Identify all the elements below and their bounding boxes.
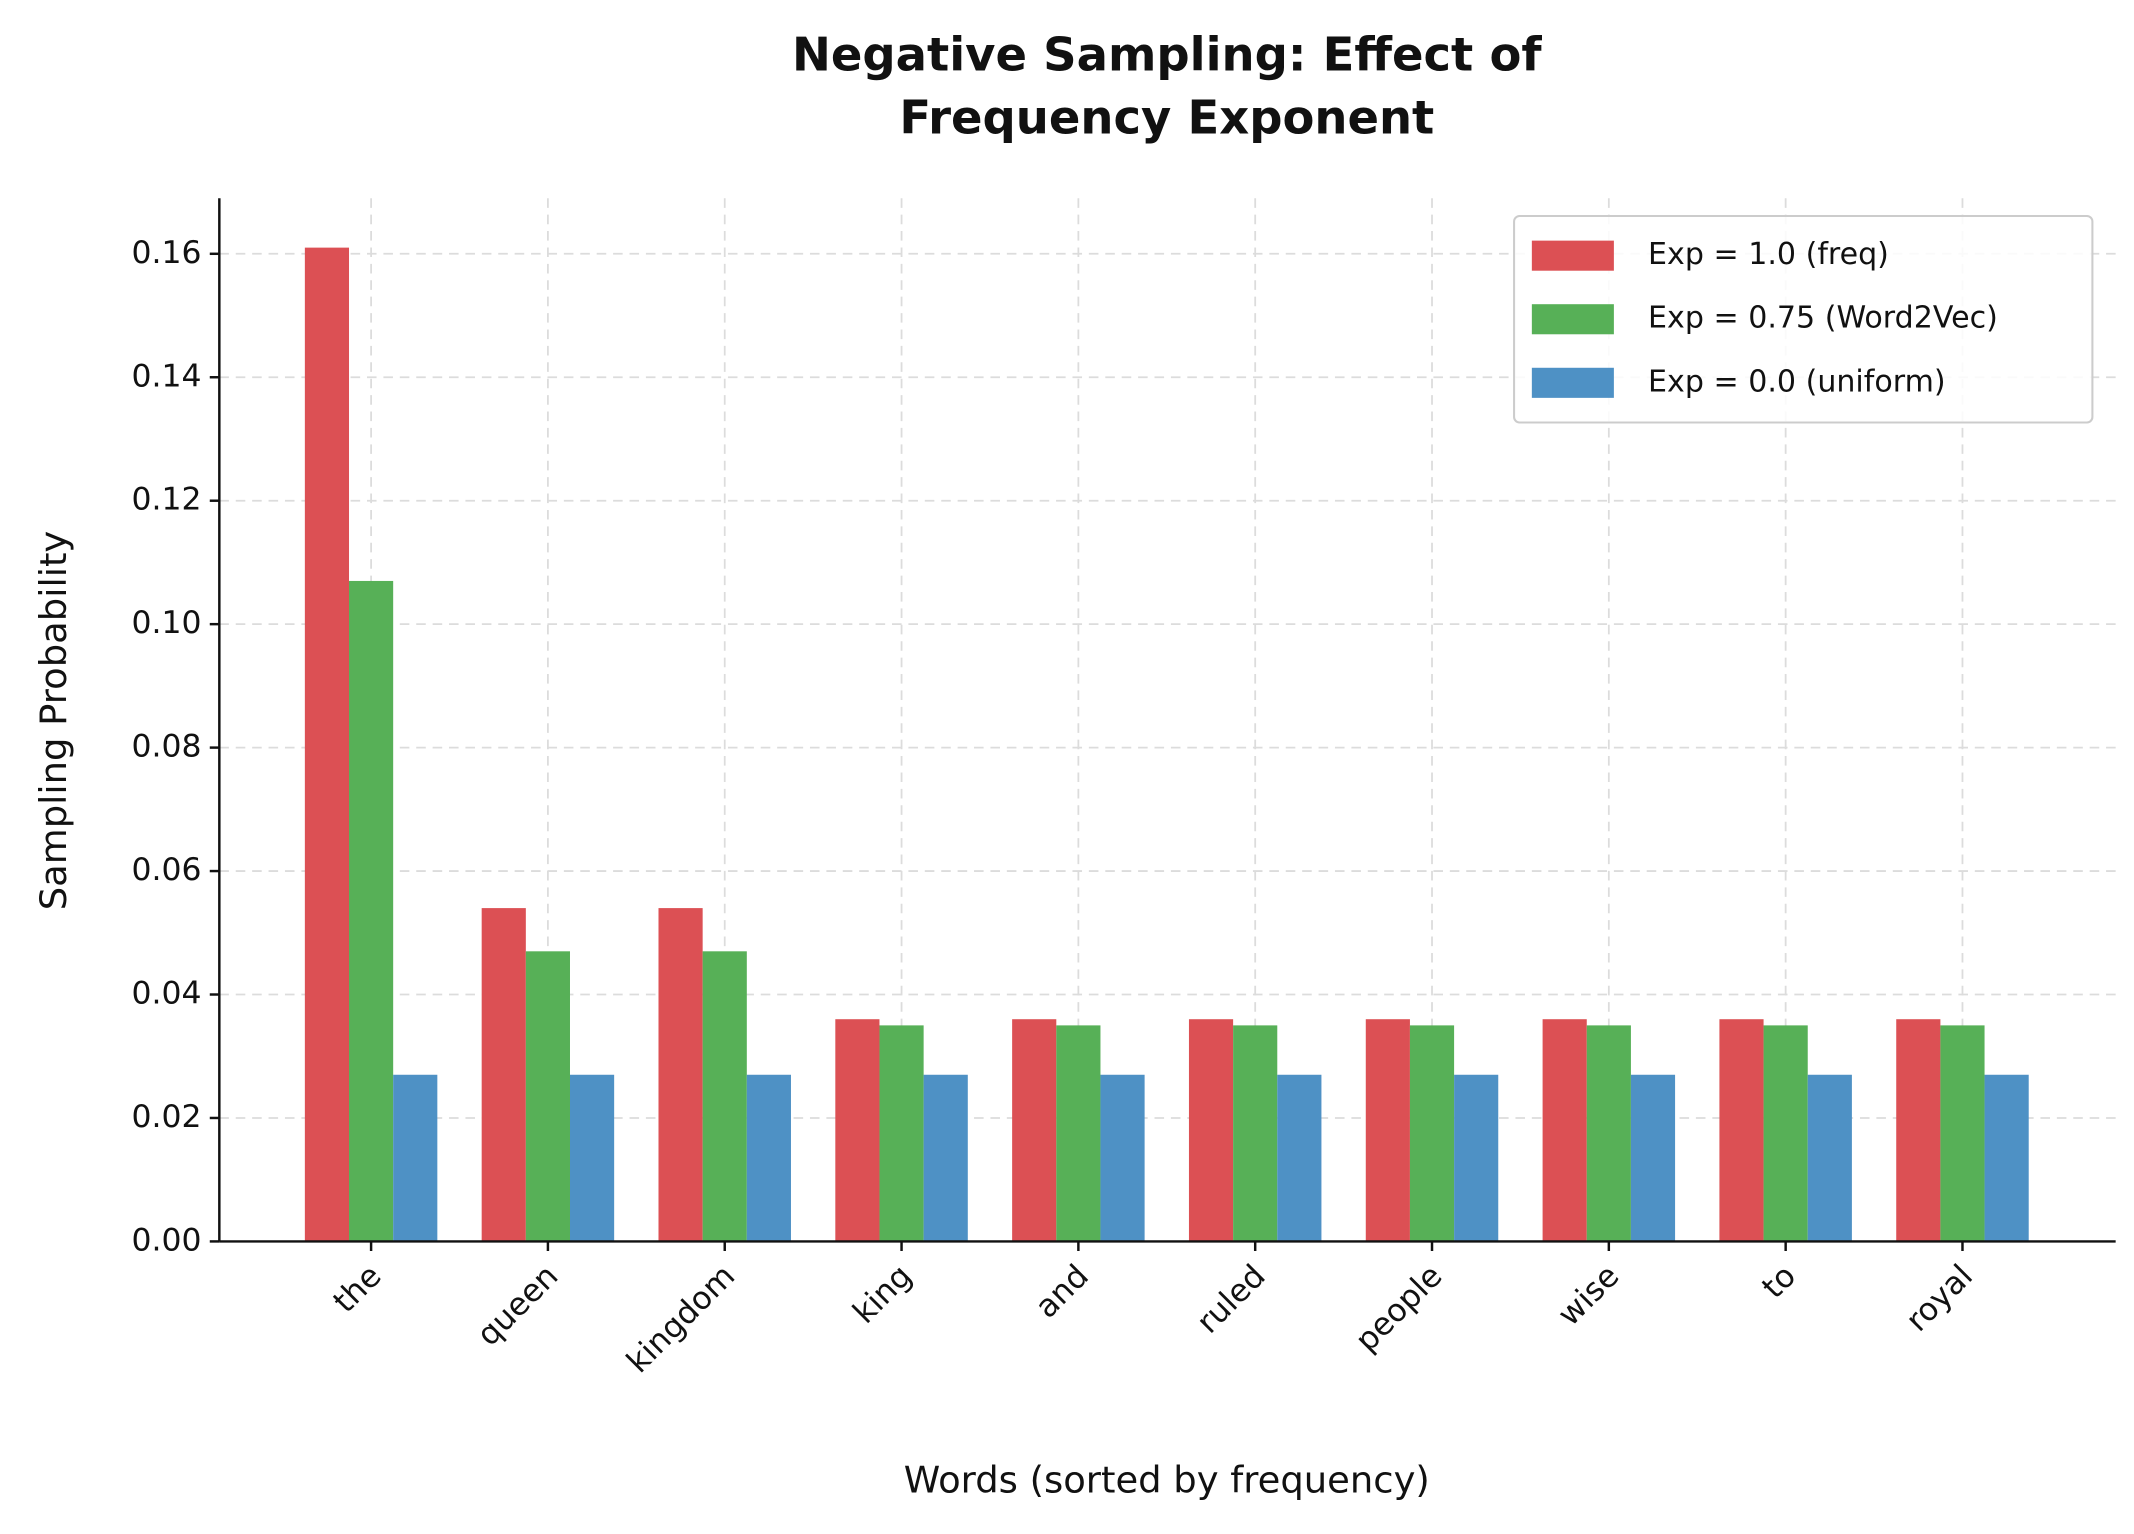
x-tick-label: queen	[470, 1258, 565, 1353]
bar	[1012, 1019, 1057, 1242]
bars	[304, 247, 2029, 1242]
bar	[569, 1074, 615, 1242]
bar	[481, 908, 526, 1242]
bar	[1763, 1025, 1808, 1242]
chart-title: Negative Sampling: Effect of Frequency Ex…	[792, 27, 1542, 144]
bar	[1188, 1019, 1234, 1242]
x-tick-label: and	[1029, 1258, 1096, 1325]
x-axis-label: Words (sorted by frequency)	[904, 1459, 1430, 1502]
bar	[1277, 1074, 1322, 1242]
y-tick-label: 0.16	[132, 235, 202, 271]
y-tick-label: 0.14	[132, 358, 202, 394]
bar	[1100, 1074, 1145, 1242]
bar	[1719, 1019, 1764, 1242]
legend: Exp = 1.0 (freq) Exp = 0.75 (Word2Vec) Exp…	[1513, 214, 2094, 424]
legend-swatch	[1531, 240, 1614, 271]
x-tick-label: people	[1349, 1258, 1450, 1359]
bar	[746, 1074, 791, 1242]
bar	[879, 1025, 924, 1242]
bar	[702, 951, 747, 1242]
bar	[525, 951, 570, 1242]
bar	[923, 1074, 968, 1242]
bar	[1630, 1074, 1676, 1242]
bar	[835, 1019, 880, 1242]
bar	[1056, 1025, 1101, 1242]
bar	[1542, 1019, 1587, 1242]
x-tick-label: king	[846, 1258, 919, 1331]
legend-label: Exp = 1.0 (freq)	[1648, 237, 1889, 272]
bar	[1807, 1074, 1852, 1242]
bar	[349, 580, 394, 1242]
bar	[1984, 1074, 2029, 1242]
x-tick-label: kingdom	[620, 1258, 742, 1380]
y-axis-label: Sampling Probability	[32, 531, 75, 911]
bar	[1586, 1025, 1631, 1242]
bar	[1365, 1019, 1410, 1242]
y-tick-label: 0.12	[132, 482, 202, 518]
bar	[1896, 1019, 1941, 1242]
y-tick-label: 0.00	[132, 1222, 202, 1258]
legend-label: Exp = 0.0 (uniform)	[1648, 364, 1946, 399]
x-tick-label: ruled	[1190, 1258, 1273, 1341]
bar	[393, 1074, 438, 1242]
legend-swatch	[1531, 367, 1614, 398]
y-tick-label: 0.02	[132, 1099, 202, 1135]
legend-box	[1513, 214, 2094, 424]
y-tick-label: 0.04	[132, 976, 202, 1012]
bar	[1233, 1025, 1278, 1242]
y-tick-label: 0.06	[132, 852, 202, 888]
bar	[304, 247, 350, 1242]
legend-label: Exp = 0.75 (Word2Vec)	[1648, 301, 1998, 336]
bar	[1940, 1025, 1985, 1242]
bar	[1454, 1074, 1499, 1242]
x-tick-label: royal	[1899, 1258, 1980, 1339]
x-tick-label: the	[327, 1258, 389, 1320]
x-tick-label: to	[1755, 1258, 1803, 1306]
bar	[1409, 1025, 1455, 1242]
y-tick-label: 0.10	[132, 605, 202, 641]
y-tick-label: 0.08	[132, 729, 202, 765]
legend-swatch	[1531, 304, 1614, 335]
x-tick-label: wise	[1551, 1258, 1626, 1333]
bar	[658, 908, 703, 1242]
